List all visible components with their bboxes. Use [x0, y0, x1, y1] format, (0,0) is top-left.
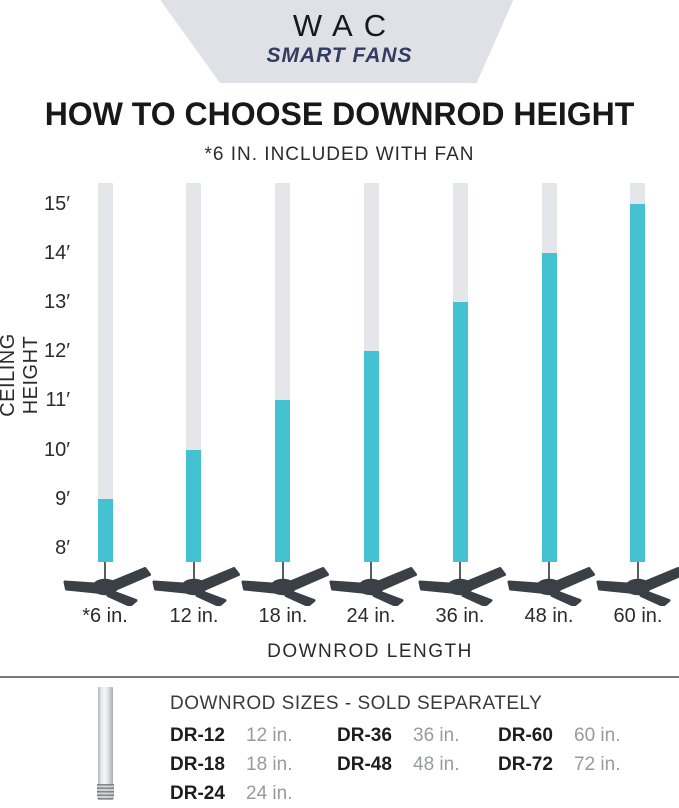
page-title: HOW TO CHOOSE DOWNROD HEIGHT — [44, 96, 635, 132]
ceiling-fan-icon — [507, 562, 595, 606]
downrod-code: DR-12 — [170, 724, 225, 746]
footer-heading: DOWNROD SIZES - SOLD SEPARATELY — [170, 693, 543, 714]
downrod-size-row: DR-36 36 in. — [337, 721, 459, 750]
x-axis-title: DOWNROD LENGTH — [267, 641, 473, 662]
y-tick-label: 12′ — [44, 340, 70, 362]
downrod-size: 60 in. — [574, 724, 621, 746]
downrod-extent-bar — [186, 450, 201, 562]
downrod-extent-bar — [453, 302, 468, 562]
downrod-size: 72 in. — [574, 753, 621, 775]
y-tick-label: 9′ — [55, 488, 70, 510]
downrod-code: DR-36 — [337, 724, 392, 746]
downrod-size-row: DR-24 24 in. — [170, 779, 292, 808]
footer-column: DR-12 12 in. DR-18 18 in. DR-24 24 in. — [170, 721, 292, 808]
page-subtitle: *6 IN. INCLUDED WITH FAN — [204, 144, 475, 165]
downrod-image — [97, 687, 114, 800]
logo-text: WAC SMART FANS — [0, 8, 679, 68]
ceiling-fan-icon — [152, 562, 240, 606]
downrod-track-bar — [98, 183, 113, 562]
brand-tagline: SMART FANS — [266, 44, 413, 68]
downrod-size: 48 in. — [413, 753, 460, 775]
downrod-code: DR-72 — [498, 753, 553, 775]
downrod-extent-bar — [98, 499, 113, 562]
footer-divider — [0, 676, 679, 678]
downrod-size-row: DR-12 12 in. — [170, 721, 292, 750]
downrod-extent-bar — [364, 351, 379, 562]
x-category-label: 24 in. — [346, 605, 396, 627]
y-axis-title: CEILING HEIGHT — [0, 333, 42, 417]
downrod-size-row: DR-72 72 in. — [498, 750, 620, 779]
footer-column: DR-60 60 in. DR-72 72 in. — [498, 721, 620, 779]
downrod-size-row: DR-48 48 in. — [337, 750, 459, 779]
x-category-label: 48 in. — [524, 605, 574, 627]
ceiling-fan-icon — [63, 562, 151, 606]
x-category-label: 12 in. — [169, 605, 219, 627]
downrod-extent-bar — [630, 204, 645, 562]
downrod-extent-bar — [542, 253, 557, 562]
y-tick-label: 15′ — [44, 193, 70, 215]
downrod-code: DR-48 — [337, 753, 392, 775]
x-category-label: 36 in. — [435, 605, 485, 627]
downrod-code: DR-18 — [170, 753, 225, 775]
downrod-size-row: DR-60 60 in. — [498, 721, 620, 750]
footer-column: DR-36 36 in. DR-48 48 in. — [337, 721, 459, 779]
y-tick-label: 14′ — [44, 242, 70, 264]
downrod-size: 12 in. — [246, 724, 293, 746]
downrod-thread — [97, 784, 114, 800]
downrod-size: 18 in. — [246, 753, 293, 775]
logo-trapezoid-shape — [160, 0, 514, 83]
y-tick-label: 11′ — [45, 389, 70, 411]
logo-banner: WAC SMART FANS — [0, 0, 679, 83]
x-category-label: 60 in. — [613, 605, 663, 627]
chart: CEILING HEIGHT DOWNROD LENGTH 15′ 14′ 13′ 1… — [0, 175, 679, 672]
downrod-size: 36 in. — [413, 724, 460, 746]
downrod-code: DR-24 — [170, 782, 225, 804]
downrod-code: DR-60 — [498, 724, 553, 746]
downrod-size-row: DR-18 18 in. — [170, 750, 292, 779]
ceiling-fan-icon — [596, 562, 679, 606]
x-category-label: 18 in. — [258, 605, 308, 627]
ceiling-fan-icon — [418, 562, 506, 606]
y-tick-label: 13′ — [44, 291, 70, 313]
brand-name: WAC — [292, 8, 398, 43]
ceiling-fan-icon — [241, 562, 329, 606]
y-tick-label: 8′ — [55, 537, 70, 559]
y-tick-label: 10′ — [44, 439, 70, 461]
downrod-size: 24 in. — [246, 782, 293, 804]
ceiling-fan-icon — [329, 562, 417, 606]
x-category-label: *6 in. — [82, 605, 128, 627]
downrod-extent-bar — [275, 400, 290, 562]
